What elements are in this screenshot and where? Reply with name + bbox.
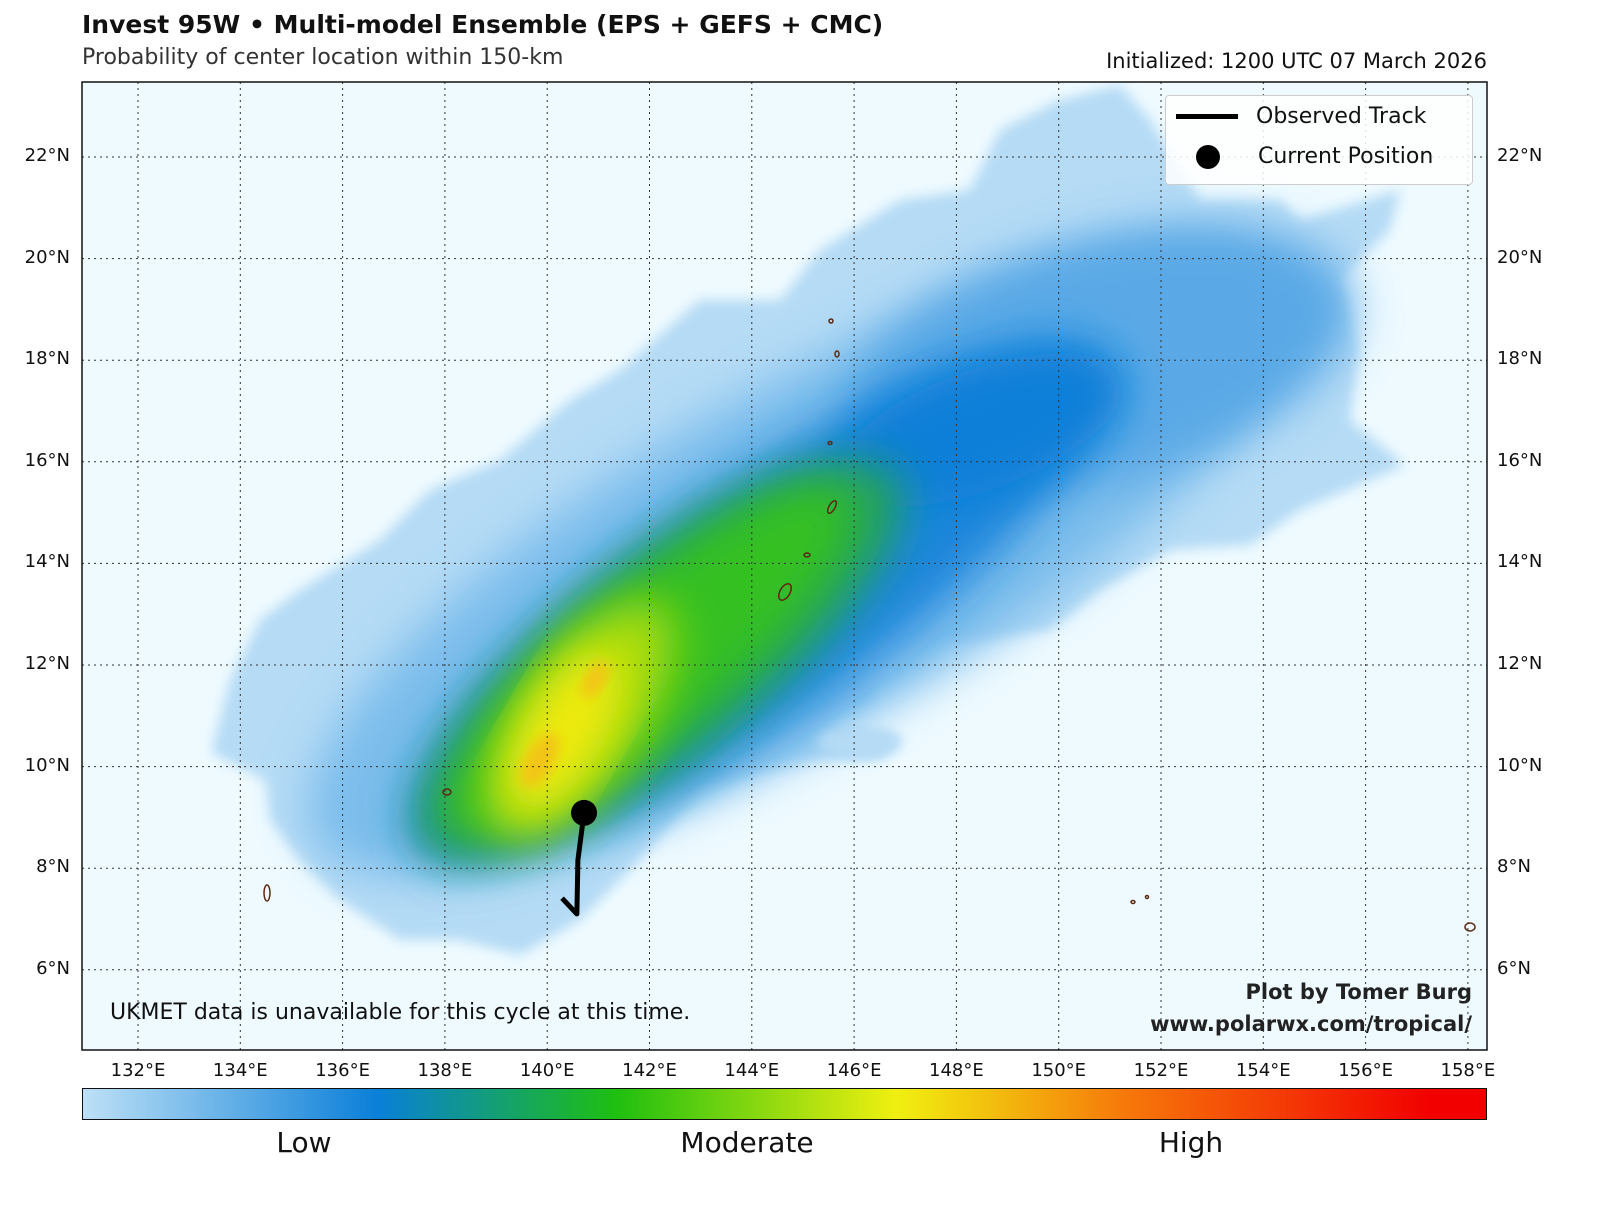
position-dot-icon (1196, 144, 1220, 169)
colorbar-label-moderate: Moderate (680, 1126, 814, 1159)
lat-tick-label-right: 16°N (1497, 449, 1543, 471)
lon-tick-label: 148°E (929, 1060, 984, 1081)
lat-tick-label-left: 10°N (24, 754, 70, 776)
lat-tick-label-right: 14°N (1497, 551, 1543, 573)
chart-title: Invest 95W • Multi-model Ensemble (EPS +… (82, 10, 884, 39)
lat-tick-label-right: 10°N (1497, 754, 1543, 776)
lat-tick-label-right: 8°N (1497, 856, 1531, 878)
map-frame (81, 81, 1488, 1051)
legend-item-position: Current Position (1176, 144, 1433, 169)
islands (263, 318, 1476, 932)
colorbar-label-low: Low (276, 1126, 332, 1159)
chart-subtitle: Probability of center location within 15… (82, 45, 564, 70)
credit-url: www.polarwx.com/tropical/ (1150, 1012, 1472, 1036)
lon-tick-label: 138°E (417, 1060, 473, 1081)
ukmet-note: UKMET data is unavailable for this cycle… (110, 1000, 691, 1025)
legend: Observed Track Current Position (1165, 95, 1473, 185)
plot-credit: Plot by Tomer Burg (1245, 980, 1473, 1004)
lon-tick-label: 132°E (110, 1060, 166, 1081)
lat-tick-label-left: 14°N (24, 551, 70, 573)
lat-tick-label-left: 18°N (24, 348, 70, 370)
lat-tick-label-left: 12°N (24, 653, 70, 674)
legend-position-label: Current Position (1258, 144, 1434, 169)
legend-item-track: Observed Track (1176, 104, 1426, 129)
lat-tick-label-left: 22°N (24, 145, 70, 166)
initialized-time: Initialized: 1200 UTC 07 March 2026 (1106, 49, 1487, 73)
lat-tick-label-right: 18°N (1497, 348, 1543, 370)
colorbar-label-high: High (1158, 1126, 1224, 1159)
lat-tick-label-right: 6°N (1497, 957, 1531, 979)
lat-tick-label-left: 6°N (36, 957, 70, 979)
lon-tick-label: 156°E (1338, 1060, 1393, 1081)
lon-tick-label: 158°E (1440, 1060, 1496, 1081)
lon-tick-label: 142°E (622, 1060, 677, 1081)
graticule (82, 82, 1487, 1050)
track-line-icon (1176, 114, 1238, 119)
lat-tick-label-right: 12°N (1497, 653, 1543, 674)
observed-track-line (560, 812, 587, 917)
lat-tick-label-left: 8°N (36, 856, 70, 878)
lon-tick-label: 152°E (1133, 1060, 1189, 1081)
lon-tick-label: 150°E (1031, 1060, 1087, 1081)
lat-tick-label-left: 16°N (24, 449, 70, 471)
lat-tick-label-right: 22°N (1497, 145, 1543, 166)
probability-field (212, 85, 1405, 955)
lon-tick-label: 154°E (1235, 1060, 1291, 1081)
current-position-marker (571, 799, 598, 826)
lon-tick-label: 134°E (212, 1060, 268, 1081)
lon-tick-label: 146°E (826, 1060, 882, 1081)
colorbar (82, 1088, 1487, 1120)
legend-track-label: Observed Track (1256, 104, 1427, 129)
lat-tick-label-right: 20°N (1497, 246, 1543, 268)
lon-tick-label: 136°E (315, 1060, 370, 1081)
lon-tick-label: 144°E (724, 1060, 780, 1081)
lat-tick-label-left: 20°N (24, 246, 70, 268)
lon-tick-label: 140°E (519, 1060, 575, 1081)
